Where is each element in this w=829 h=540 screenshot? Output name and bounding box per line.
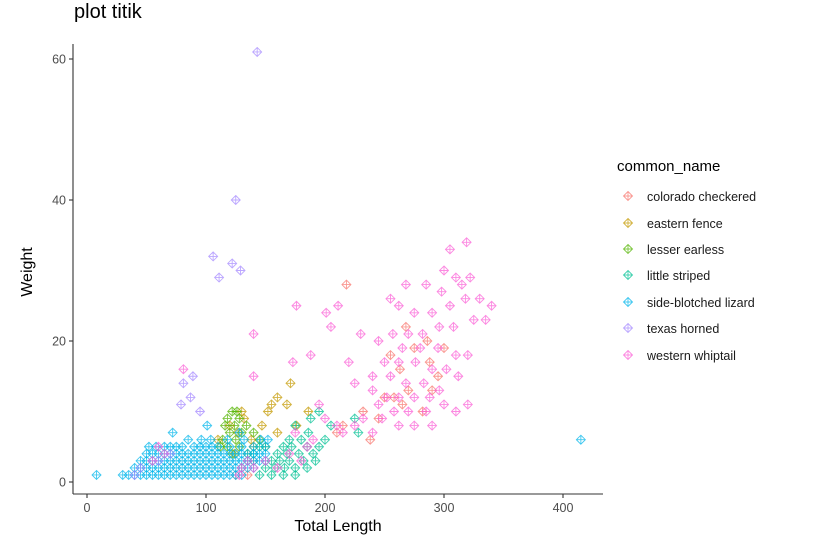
svg-text:20: 20 <box>52 335 66 349</box>
svg-text:40: 40 <box>52 194 66 208</box>
chart-title: plot titik <box>74 1 142 23</box>
legend: common_name colorado checkered eastern f… <box>615 158 756 369</box>
legend-item-lesser-earless: lesser earless <box>615 237 756 263</box>
legend-item-little-striped: little striped <box>615 263 756 289</box>
diamond-plus-marker-icon <box>615 187 645 207</box>
diamond-plus-marker-icon <box>615 240 645 260</box>
svg-text:300: 300 <box>434 501 455 515</box>
legend-item-side-blotched-lizard: side-blotched lizard <box>615 290 756 316</box>
svg-text:60: 60 <box>52 53 66 67</box>
diamond-plus-marker-icon <box>615 266 645 286</box>
diamond-plus-marker-icon <box>615 293 645 313</box>
diamond-plus-marker-icon <box>615 346 645 366</box>
diamond-plus-marker-icon <box>615 319 645 339</box>
legend-items: colorado checkered eastern fence lesser … <box>615 184 756 369</box>
svg-text:100: 100 <box>196 501 217 515</box>
legend-item-eastern-fence: eastern fence <box>615 210 756 236</box>
diamond-plus-marker-icon <box>615 214 645 234</box>
legend-title: common_name <box>617 158 721 175</box>
svg-text:0: 0 <box>59 476 66 490</box>
axes: 0 20 40 60 0 100 200 300 400 <box>52 44 603 515</box>
data-points <box>91 46 586 481</box>
legend-item-western-whiptail: western whiptail <box>615 342 756 368</box>
legend-item-texas-horned: texas horned <box>615 316 756 342</box>
svg-text:200: 200 <box>315 501 336 515</box>
svg-text:400: 400 <box>553 501 574 515</box>
x-axis-label: Total Length <box>294 518 382 535</box>
legend-item-colorado-checkered: colorado checkered <box>615 184 756 210</box>
svg-text:0: 0 <box>84 501 91 515</box>
